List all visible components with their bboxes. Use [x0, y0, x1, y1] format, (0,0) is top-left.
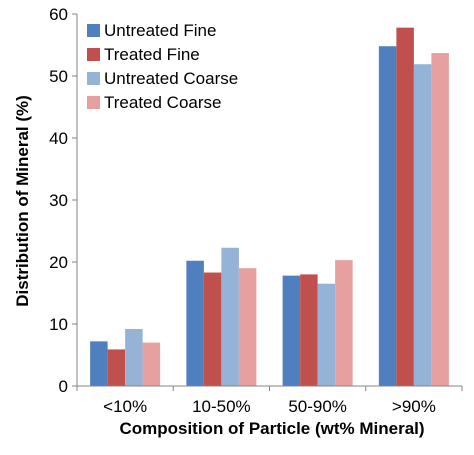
x-tick-label: 50-90% — [288, 397, 347, 416]
y-axis-title: Distribution of Mineral (%) — [13, 95, 32, 307]
y-tick-label: 30 — [49, 191, 68, 210]
legend-label-untreated-coarse: Untreated Coarse — [104, 69, 238, 88]
bar-treated-fine-3 — [396, 27, 414, 386]
legend-label-treated-coarse: Treated Coarse — [104, 93, 221, 112]
x-tick-label: <10% — [103, 397, 147, 416]
y-tick-label: 60 — [49, 5, 68, 24]
bar-untreated-coarse-3 — [413, 64, 432, 386]
bar-treated-coarse-0 — [142, 342, 161, 386]
legend-label-treated-fine: Treated Fine — [104, 45, 200, 64]
bar-untreated-coarse-1 — [221, 247, 239, 386]
x-ticks-group: <10% 10-50% 50-90% >90% — [76, 386, 463, 416]
y-tick-label: 0 — [59, 377, 68, 396]
legend-swatch-untreated-coarse — [87, 72, 100, 85]
bar-untreated-fine-0 — [90, 341, 108, 386]
x-axis-title: Composition of Particle (wt% Mineral) — [119, 419, 424, 438]
y-ticks-group: 0 10 20 30 40 50 60 — [49, 5, 77, 396]
bar-treated-coarse-2 — [335, 260, 353, 386]
bar-untreated-fine-2 — [282, 275, 301, 386]
legend: Untreated Fine Treated Fine Untreated Coar… — [87, 21, 238, 112]
bar-treated-coarse-1 — [238, 268, 257, 386]
legend-swatch-untreated-fine — [87, 24, 100, 37]
x-tick-label: >90% — [392, 397, 436, 416]
bar-untreated-coarse-0 — [125, 328, 143, 386]
legend-swatch-treated-fine — [87, 48, 100, 61]
legend-label-untreated-fine: Untreated Fine — [104, 21, 216, 40]
bar-untreated-fine-1 — [186, 260, 204, 386]
bars-group — [90, 27, 449, 387]
bar-treated-fine-1 — [203, 272, 222, 386]
x-tick-label: 10-50% — [192, 397, 251, 416]
legend-swatch-treated-coarse — [87, 96, 100, 109]
y-tick-label: 10 — [49, 315, 68, 334]
bar-untreated-coarse-2 — [317, 283, 336, 386]
bar-treated-coarse-3 — [431, 53, 449, 387]
bar-treated-fine-2 — [300, 274, 318, 386]
y-tick-label: 20 — [49, 253, 68, 272]
bar-untreated-fine-3 — [378, 46, 397, 387]
y-tick-label: 50 — [49, 67, 68, 86]
y-tick-label: 40 — [49, 129, 68, 148]
bar-treated-fine-0 — [107, 349, 126, 386]
